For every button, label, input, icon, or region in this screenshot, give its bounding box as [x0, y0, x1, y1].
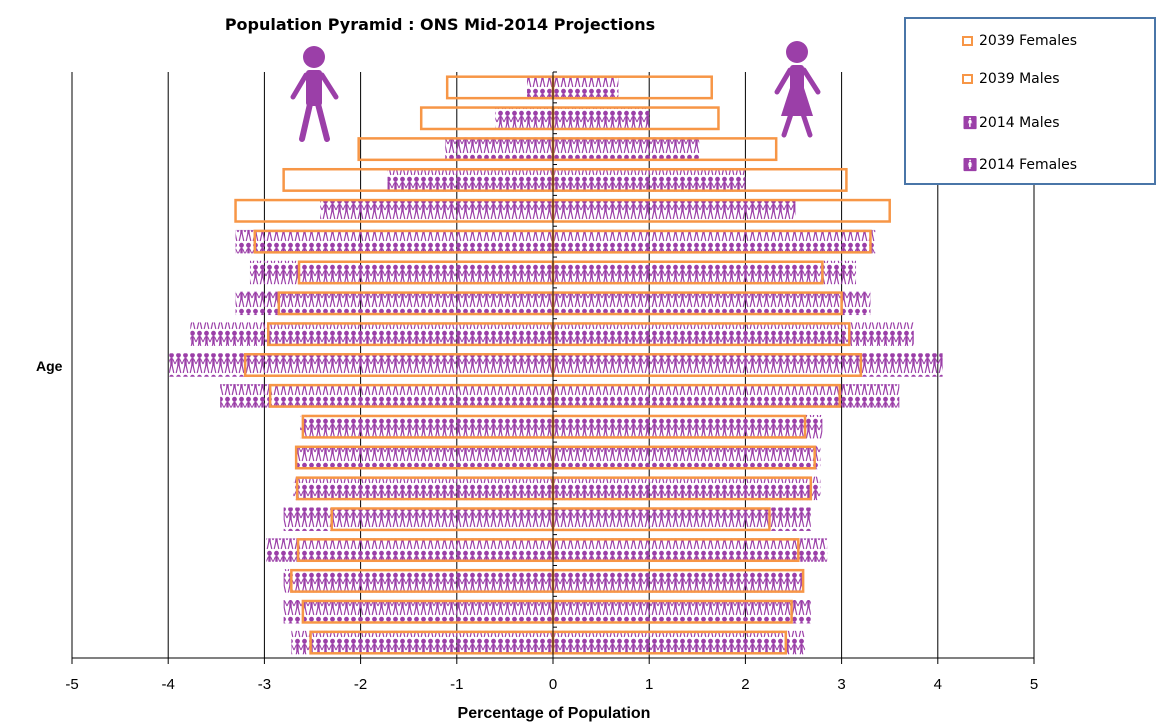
male-figure-icon: [290, 46, 339, 142]
x-tick-label: -1: [450, 676, 463, 693]
bar-2014-females: [553, 229, 876, 254]
bar-2014-males: [527, 75, 553, 100]
outline-square-icon: [962, 36, 973, 46]
chart-title: Population Pyramid : ONS Mid-2014 Projec…: [225, 15, 655, 34]
legend-label: 2039 Females: [979, 33, 1077, 49]
x-tick-label: 2: [741, 676, 749, 693]
x-tick-label: -2: [354, 676, 367, 693]
legend-item-2039-females: 2039 Females: [962, 33, 1077, 49]
x-tick-label: -5: [65, 676, 78, 693]
legend-label: 2014 Females: [979, 157, 1077, 173]
bar-2014-males: [387, 168, 553, 192]
bar-2014-males: [235, 291, 554, 316]
bar-2014-females: [553, 384, 900, 408]
bar-2014-males: [299, 414, 553, 439]
bar-2014-females: [553, 168, 746, 192]
x-axis-label: Percentage of Population: [458, 705, 651, 722]
bar-2014-females: [553, 569, 804, 593]
bar-2014-females: [553, 353, 943, 377]
bar-2014-males: [495, 106, 553, 130]
bar-2014-females: [553, 476, 821, 501]
pictogram-bars: [169, 75, 943, 655]
x-tick-label: -3: [258, 676, 271, 693]
female-figure-icon: [774, 41, 821, 138]
x-tick-label: 4: [934, 676, 942, 693]
chart-legend: 2039 Females 2039 Males 🚹︎ 2014 Males 🚺︎…: [904, 17, 1156, 185]
x-tick-label: 1: [645, 676, 653, 693]
bar-2014-males: [295, 445, 553, 470]
bar-2014-females: [553, 600, 811, 624]
bar-2014-females: [553, 538, 828, 562]
bar-2014-males: [266, 538, 553, 562]
bar-2014-males: [293, 476, 553, 501]
bar-2014-males: [445, 137, 553, 161]
x-tick-label: -4: [162, 676, 175, 693]
legend-item-2014-females: 🚺︎ 2014 Females: [962, 157, 1077, 173]
bar-2014-females: [553, 137, 700, 161]
bar-2014-males: [220, 384, 553, 408]
bar-2014-females: [553, 291, 871, 316]
bar-2014-males: [320, 199, 553, 223]
bar-2014-males: [291, 630, 553, 655]
outline-square-icon: [962, 74, 973, 84]
y-axis-label: Age: [36, 358, 63, 374]
male-figure-icon: 🚹︎: [962, 115, 979, 131]
bar-2014-males: [283, 569, 553, 593]
bar-2014-females: [553, 630, 806, 655]
legend-item-2014-males: 🚹︎ 2014 Males: [962, 115, 1060, 131]
bar-2014-females: [553, 199, 796, 223]
bar-2014-females: [553, 260, 857, 285]
x-tick-label: 5: [1030, 676, 1038, 693]
legend-label: 2014 Males: [979, 115, 1060, 131]
legend-label: 2039 Males: [979, 71, 1060, 87]
axes: -5 -4 -3 -2 -1 0 1 2 3 4 5: [65, 71, 1038, 693]
bar-2014-males: [283, 507, 553, 531]
bar-2014-females: [553, 75, 619, 100]
bar-2014-females: [553, 322, 914, 346]
legend-item-2039-males: 2039 Males: [962, 71, 1060, 87]
bar-2014-females: [553, 414, 823, 439]
bar-2014-males: [190, 322, 554, 346]
bar-2014-males: [283, 600, 553, 624]
x-tick-label: 0: [549, 676, 557, 693]
bar-2014-males: [169, 353, 554, 377]
bar-2014-males: [249, 260, 553, 285]
x-tick-label: 3: [837, 676, 845, 693]
bar-2014-females: [553, 445, 821, 470]
bar-2014-females: [553, 106, 650, 130]
female-figure-icon: 🚺︎: [962, 157, 979, 173]
bar-2014-females: [553, 507, 811, 531]
bar-2014-males: [235, 229, 554, 254]
